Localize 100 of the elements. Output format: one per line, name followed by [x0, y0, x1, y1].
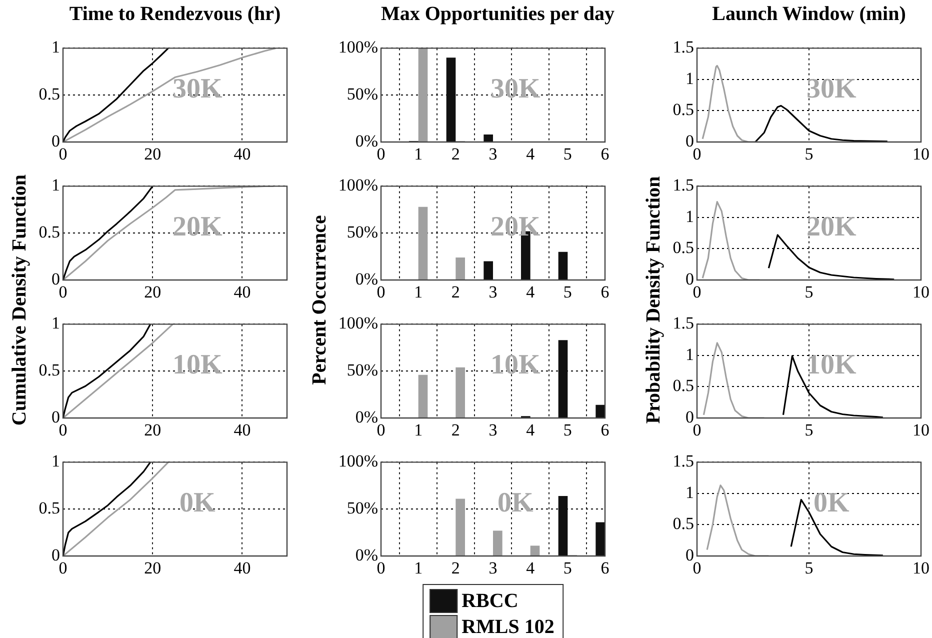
y-tick-label: 0 [686, 131, 694, 150]
x-tick-label: 6 [600, 282, 610, 302]
legend-label: RMLS 102 [462, 616, 554, 638]
x-tick-label: 6 [600, 420, 610, 440]
y-tick-label: 1.5 [672, 38, 694, 57]
x-tick-label: 10 [912, 420, 930, 440]
y-axis-title: Percent Occurrence [308, 214, 332, 384]
x-tick-label: 10 [912, 144, 930, 164]
annotation: 10K [172, 350, 223, 381]
x-tick-label: 5 [563, 144, 572, 164]
x-tick-label: 5 [804, 558, 814, 578]
annotation: 30K [806, 74, 857, 105]
chart-title: Max Opportunities per day [381, 3, 615, 26]
y-tick-label: 1 [52, 38, 60, 57]
y-tick-label: 0.5 [672, 514, 694, 534]
y-tick-label: 1 [52, 176, 60, 195]
x-tick-label: 4 [526, 282, 536, 302]
y-tick-label: 0 [52, 407, 60, 426]
x-tick-label: 5 [804, 144, 814, 164]
x-tick-label: 20 [144, 144, 162, 164]
y-tick-label: 0 [686, 407, 694, 426]
annotation: 0K [814, 488, 850, 519]
x-tick-label: 3 [488, 558, 498, 578]
x-tick-label: 3 [488, 420, 498, 440]
y-tick-label: 1 [686, 482, 694, 502]
x-tick-label: 40 [234, 282, 251, 302]
x-tick-label: 10 [912, 282, 930, 302]
x-tick-label: 4 [526, 420, 536, 440]
y-tick-label: 0.5 [38, 222, 60, 242]
x-tick-label: 2 [451, 558, 460, 578]
annotation: 0K [498, 488, 534, 519]
x-tick-label: 40 [234, 558, 251, 578]
y-tick-label: 0% [355, 545, 378, 564]
y-tick-label: 0 [52, 545, 60, 564]
annotation: 10K [806, 350, 857, 381]
annotation: 10K [490, 350, 541, 381]
x-tick-label: 20 [144, 420, 162, 440]
y-tick-label: 1 [686, 344, 694, 364]
y-tick-label: 1 [52, 314, 60, 333]
y-tick-label: 0.5 [38, 84, 60, 104]
annotation: 30K [172, 74, 223, 105]
x-tick-label: 1 [414, 144, 423, 164]
annotation: 30K [490, 74, 541, 105]
y-tick-label: 0.5 [672, 376, 694, 396]
x-tick-label: 5 [804, 282, 814, 302]
chart-title: Time to Rendezvous (hr) [68, 3, 282, 26]
y-tick-label: 50% [346, 222, 378, 242]
x-tick-label: 5 [563, 558, 572, 578]
y-tick-label: 100% [338, 176, 378, 195]
y-tick-label: 1.5 [672, 452, 694, 471]
y-tick-label: 50% [346, 84, 378, 104]
y-tick-label: 50% [346, 360, 378, 380]
y-axis-title: Cumulative Density Function [8, 174, 32, 426]
y-tick-label: 100% [338, 314, 378, 333]
y-tick-label: 0.5 [672, 238, 694, 258]
y-tick-label: 0 [686, 545, 694, 564]
x-tick-label: 5 [804, 420, 814, 440]
y-tick-label: 50% [346, 498, 378, 518]
x-tick-label: 2 [451, 420, 460, 440]
y-tick-label: 1.5 [672, 176, 694, 195]
y-tick-label: 0% [355, 269, 378, 288]
x-tick-label: 6 [600, 558, 610, 578]
y-tick-label: 100% [338, 38, 378, 57]
annotation: 0K [180, 488, 216, 519]
annotation: 20K [490, 212, 541, 243]
y-tick-label: 100% [338, 452, 378, 471]
x-tick-label: 40 [234, 420, 251, 440]
annotation: 20K [172, 212, 223, 243]
y-tick-label: 0.5 [38, 360, 60, 380]
x-tick-label: 5 [563, 420, 572, 440]
y-tick-label: 1 [686, 206, 694, 226]
x-tick-label: 20 [144, 558, 162, 578]
y-tick-label: 1 [686, 68, 694, 88]
y-tick-label: 0 [52, 131, 60, 150]
y-axis-title: Probability Density Function [642, 176, 666, 424]
x-tick-label: 2 [451, 282, 460, 302]
x-tick-label: 5 [563, 282, 572, 302]
annotation: 20K [806, 212, 857, 243]
x-tick-label: 6 [600, 144, 610, 164]
y-tick-label: 1 [52, 452, 60, 471]
x-tick-label: 10 [912, 558, 930, 578]
y-tick-label: 0.5 [672, 100, 694, 120]
chart-title: Launch Window (min) [711, 3, 907, 26]
x-tick-label: 2 [451, 144, 460, 164]
x-tick-label: 1 [414, 558, 423, 578]
y-tick-label: 0% [355, 131, 378, 150]
y-tick-label: 1.5 [672, 314, 694, 333]
y-tick-label: 0 [52, 269, 60, 288]
x-tick-label: 20 [144, 282, 162, 302]
legend-label: RBCC [462, 590, 518, 612]
x-tick-label: 4 [526, 144, 536, 164]
x-tick-label: 1 [414, 420, 423, 440]
x-tick-label: 40 [234, 144, 251, 164]
y-tick-label: 0 [686, 269, 694, 288]
x-tick-label: 4 [526, 558, 536, 578]
x-tick-label: 1 [414, 282, 423, 302]
x-tick-label: 3 [488, 144, 498, 164]
y-tick-label: 0.5 [38, 498, 60, 518]
y-tick-label: 0% [355, 407, 378, 426]
x-tick-label: 3 [488, 282, 498, 302]
